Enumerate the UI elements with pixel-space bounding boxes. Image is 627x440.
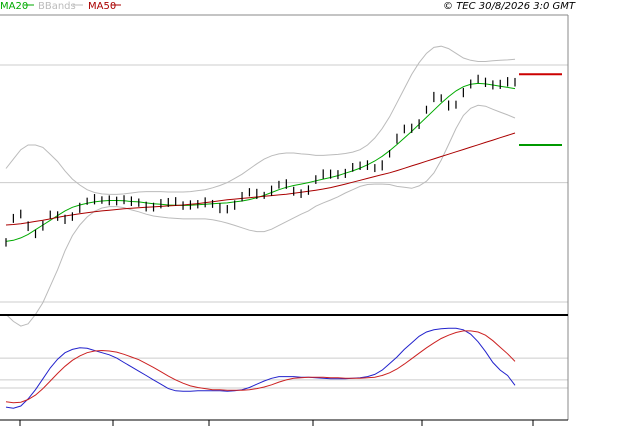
macd-signal-line bbox=[5, 330, 516, 404]
macd-line bbox=[5, 327, 516, 409]
legend-bbands-label: BBands bbox=[38, 1, 76, 12]
bbands-lower-line bbox=[5, 104, 516, 327]
bbands-upper-line bbox=[5, 45, 516, 195]
macd-panel bbox=[0, 327, 568, 409]
legend-ma20-label: MA20 bbox=[0, 1, 28, 12]
price-panel bbox=[0, 45, 568, 327]
legend: MA20 BBands MA50 bbox=[0, 1, 121, 12]
legend-ma50-label: MA50 bbox=[88, 1, 116, 12]
copyright-text: © TEC 30/8/2026 3:0 GMT bbox=[443, 1, 576, 12]
ma20-line bbox=[5, 82, 516, 242]
axes bbox=[0, 14, 569, 426]
ma50-line bbox=[5, 132, 516, 226]
